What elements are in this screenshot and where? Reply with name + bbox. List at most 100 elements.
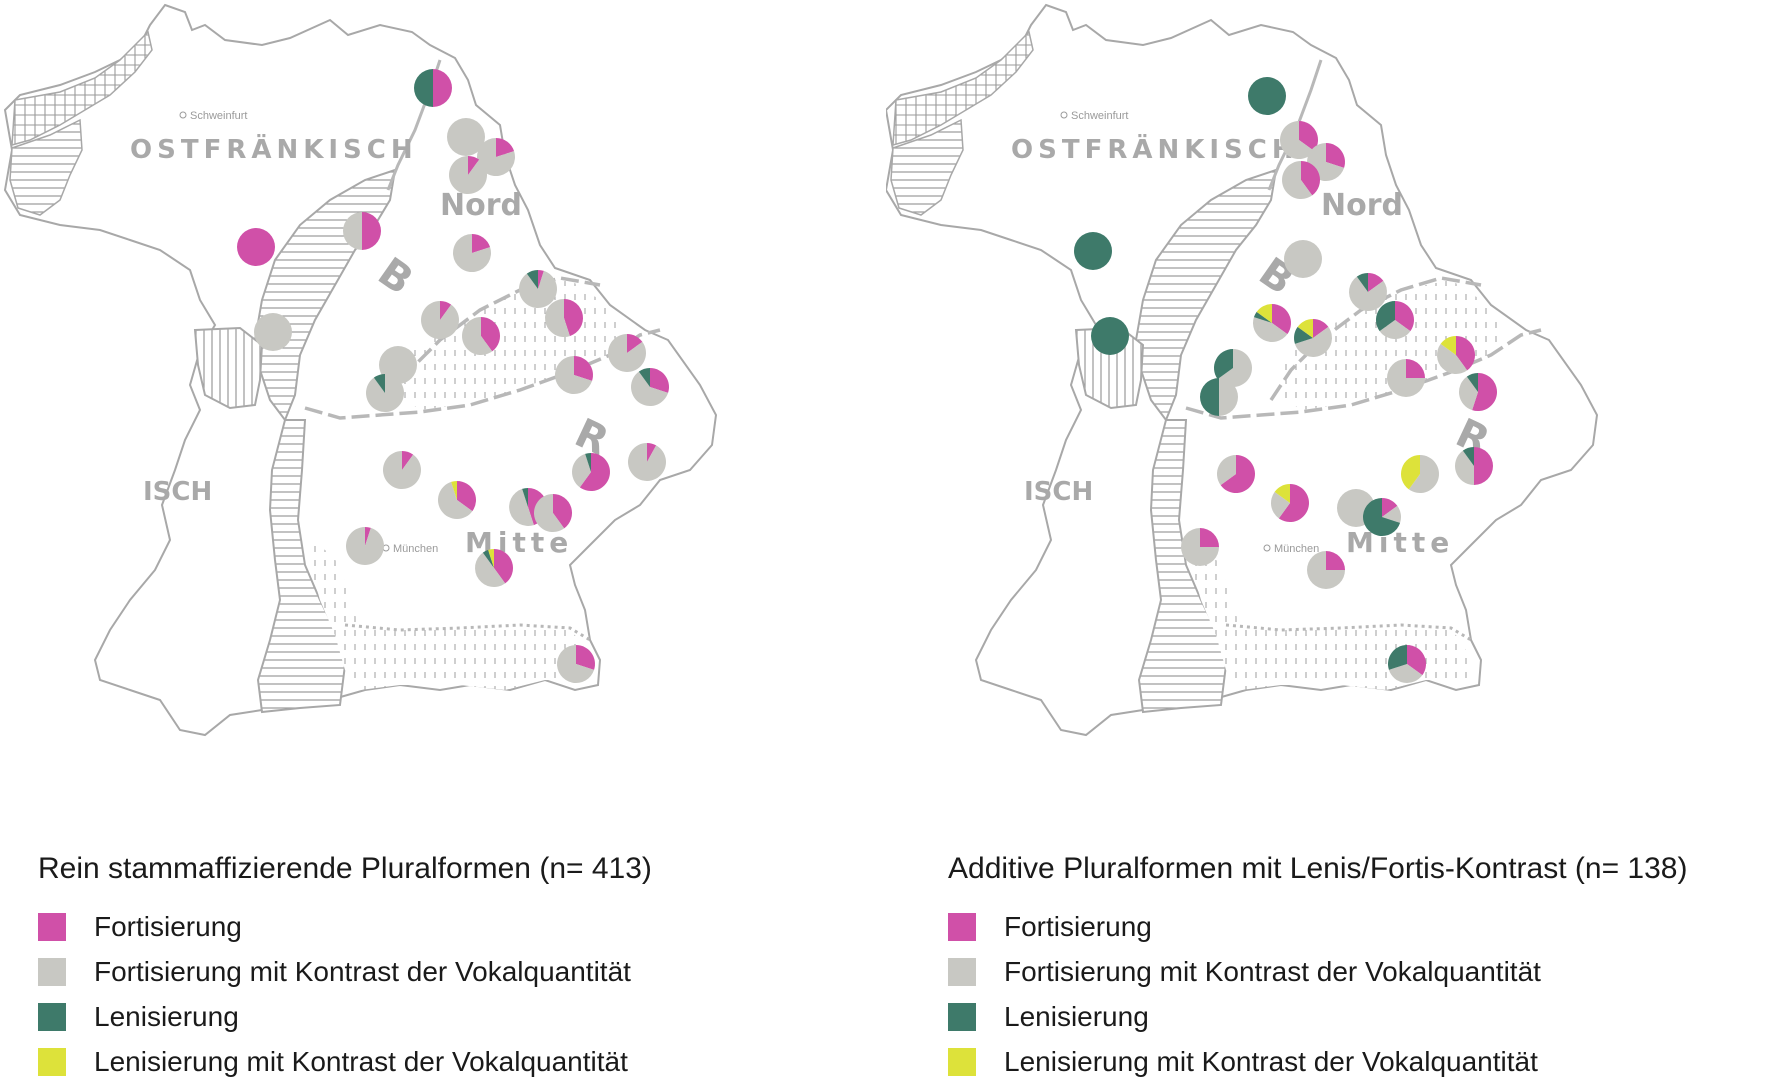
pie-slice-lenisierung: [526, 270, 538, 289]
pie-slice-lenisierung: [585, 453, 591, 472]
pie-slice-fortisierung-kontrast: [1436, 343, 1468, 375]
pie-marker: [474, 549, 514, 588]
pie-slice-fortisierung: [1326, 143, 1345, 168]
pie-slice-fortisierung: [1395, 301, 1415, 332]
pie-marker: [554, 356, 593, 394]
upper-left-hatch-area: [11, 30, 153, 147]
pie-marker: [1248, 77, 1286, 115]
map-title: Rein stammaffizierende Pluralformen (n= …: [38, 852, 652, 885]
pie-slice-fortisierung: [1299, 121, 1319, 152]
legend-right: Additive Pluralformen mit Lenis/Fortis-K…: [948, 852, 1772, 1084]
legend-label: Lenisierung mit Kontrast der Vokalquanti…: [1004, 1045, 1538, 1077]
region-label-ostfraenkisch: OSTFRÄNKISCH: [1011, 133, 1299, 165]
pie-slice-lenisierung: [1213, 349, 1233, 380]
pie-marker: [1270, 484, 1309, 523]
pie-slice-fortisierung-kontrast: [572, 453, 591, 488]
pie-marker: [544, 299, 583, 337]
pie-slice-fortisierung: [627, 334, 643, 353]
pie-slice-fortisierung: [1382, 497, 1398, 517]
pie-marker: [534, 494, 573, 532]
pie-marker: [572, 453, 610, 492]
pie-slice-fortisierung-kontrast: [476, 138, 515, 176]
legend-label: Fortisierung mit Kontrast der Vokalquant…: [1004, 955, 1541, 987]
pie-slice-fortisierung: [365, 527, 371, 546]
pie-marker: [237, 228, 275, 266]
city-marker-schweinfurt: [179, 111, 187, 119]
transition-zone-danube: [1281, 280, 1506, 410]
right-map-panel: OSTFRÄNKISCH Nord B R Mitte ISCH Schwein…: [886, 0, 1772, 1088]
pie-slice-fortisierung-kontrast: [1253, 317, 1288, 342]
transition-zone-west: [1134, 168, 1278, 423]
pie-slice-fortisierung: [1301, 161, 1321, 196]
pie-slice-fortisierung: [1313, 319, 1329, 338]
legend-label: Lenisierung mit Kontrast der Vokalquanti…: [94, 1045, 628, 1077]
region-label-mitte: Mitte: [1346, 526, 1454, 559]
pie-marker: [1400, 455, 1439, 494]
pie-marker: [414, 69, 452, 107]
pie-marker: [1375, 301, 1415, 340]
pie-slice-fortisierung-kontrast: [1459, 376, 1478, 411]
pie-marker: [1388, 645, 1427, 683]
transition-zone-lech: [256, 419, 347, 714]
pie-slice-fortisierung-kontrast: [345, 527, 384, 566]
pie-slice-fortisierung: [237, 228, 275, 266]
pie-slice-fortisierung: [1474, 447, 1493, 485]
pie-slice-fortisierung-kontrast: [1382, 505, 1401, 523]
city-marker-schweinfurt: [1060, 111, 1068, 119]
pie-marker: [447, 118, 485, 156]
region-label-nord: Nord: [1321, 188, 1403, 223]
pie-marker: [383, 450, 422, 490]
pie-slice-fortisierung-kontrast: [1349, 276, 1387, 311]
pie-slice-fortisierung: [457, 481, 477, 512]
pie-marker: [1213, 349, 1252, 387]
pie-marker: [1074, 232, 1112, 270]
pie-slice-fortisierung: [553, 494, 573, 529]
legend-swatch-lenisierung-kontrast: [948, 1047, 976, 1076]
left-map: OSTFRÄNKISCH Nord B R Mitte ISCH Schwein…: [3, 3, 718, 737]
pie-slice-fortisierung-kontrast: [627, 443, 666, 481]
legend-swatch-fortisierung-kontrast: [948, 957, 976, 986]
dialect-boundary-northbavarian-upper: [1269, 276, 1482, 401]
pie-slice-fortisierung-kontrast: [343, 212, 362, 250]
pie-slice-fortisierung: [538, 270, 544, 289]
pie-marker: [1454, 447, 1493, 485]
pie-marker: [1253, 304, 1292, 342]
legend-swatch-lenisierung: [948, 1002, 976, 1031]
pie-marker: [1181, 528, 1219, 566]
pie-slice-lenisierung-kontrast: [1256, 304, 1272, 323]
city-label-schweinfurt: Schweinfurt: [190, 110, 247, 122]
pie-slice-fortisierung-kontrast: [630, 371, 669, 407]
pie-slice-fortisierung-kontrast: [1216, 455, 1236, 486]
pie-slice-fortisierung-kontrast: [254, 313, 292, 351]
pie-marker: [1436, 336, 1476, 375]
pie-marker: [345, 527, 384, 566]
pie-slice-fortisierung-kontrast: [1280, 121, 1315, 160]
pie-slice-fortisierung-kontrast: [1387, 359, 1425, 397]
pie-slice-lenisierung: [1466, 373, 1478, 392]
pie-slice-fortisierung-kontrast: [447, 118, 485, 156]
legend-item-lenisierung-kontrast: Lenisierung mit Kontrast der Vokalquanti…: [38, 1039, 878, 1084]
pie-slice-lenisierung: [1375, 301, 1395, 332]
pie-slice-fortisierung: [579, 453, 610, 492]
pie-slice-lenisierung: [638, 368, 650, 387]
pie-slice-fortisierung: [433, 69, 452, 107]
pie-marker: [1294, 319, 1333, 358]
pie-slice-lenisierung-kontrast: [488, 549, 494, 568]
pie-slice-fortisierung-kontrast: [534, 494, 565, 532]
pie-marker: [1459, 373, 1498, 411]
legend-label: Lenisierung: [94, 1000, 239, 1032]
pie-slice-lenisierung: [1074, 232, 1112, 270]
pie-marker: [421, 301, 460, 339]
region-label-isch: ISCH: [143, 477, 212, 507]
map-title: Additive Pluralformen mit Lenis/Fortis-K…: [948, 852, 1688, 885]
legend-item-lenisierung-kontrast: Lenisierung mit Kontrast der Vokalquanti…: [948, 1039, 1772, 1084]
pie-marker: [1307, 551, 1345, 589]
pie-slice-fortisierung-kontrast: [1270, 491, 1290, 519]
pie-slice-fortisierung-kontrast: [1181, 528, 1219, 566]
pie-slice-fortisierung: [494, 549, 514, 584]
pie-slice-fortisierung: [1326, 551, 1345, 570]
legend-item-lenisierung: Lenisierung: [948, 994, 1772, 1039]
pie-slice-fortisierung-kontrast: [1282, 161, 1313, 200]
pie-marker: [476, 138, 515, 176]
pie-marker: [437, 481, 477, 520]
